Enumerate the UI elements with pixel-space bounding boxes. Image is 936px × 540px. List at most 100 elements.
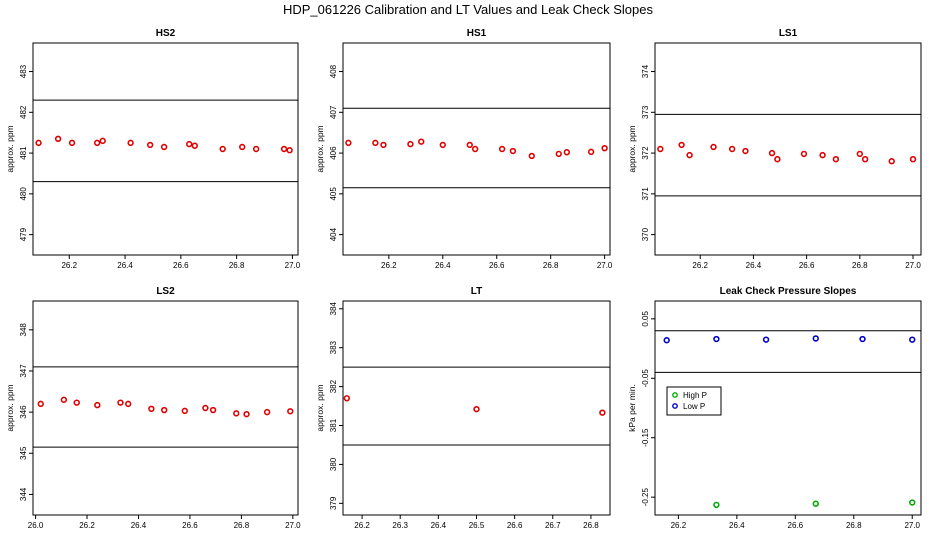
- x-tick-label: 26.4: [746, 261, 762, 270]
- x-tick-label: 26.4: [729, 521, 745, 530]
- x-tick-label: 26.2: [671, 521, 687, 530]
- y-tick-label: 404: [329, 227, 338, 241]
- x-tick-label: 27.0: [285, 261, 301, 270]
- data-point: [888, 158, 895, 165]
- data-point: [509, 147, 517, 155]
- x-tick-label: 26.6: [489, 261, 505, 270]
- data-point: [713, 335, 720, 343]
- y-tick-label: 381: [329, 418, 338, 432]
- data-point: [812, 335, 819, 342]
- data-point: [909, 155, 917, 163]
- data-point: [239, 143, 246, 151]
- y-tick-label: 372: [641, 146, 650, 160]
- data-point: [728, 145, 736, 153]
- y-tick-label: -0.15: [641, 428, 650, 447]
- plot-frame: [342, 300, 611, 516]
- y-axis-label: approx. ppm: [5, 384, 15, 431]
- data-point: [60, 396, 68, 403]
- data-point: [243, 410, 250, 418]
- legend-marker: [672, 392, 678, 398]
- data-point: [800, 150, 808, 158]
- figure-title: HDP_061226 Calibration and LT Values and…: [282, 2, 654, 17]
- data-point: [209, 406, 217, 414]
- y-tick-label: 379: [329, 496, 338, 510]
- data-point: [601, 144, 608, 152]
- x-tick-label: 26.3: [392, 521, 408, 530]
- legend-label: Low P: [683, 402, 705, 411]
- data-point: [812, 500, 819, 507]
- y-tick-label: 371: [641, 187, 650, 201]
- data-point: [832, 155, 840, 163]
- data-point: [856, 150, 864, 158]
- data-point: [471, 145, 479, 153]
- data-point: [713, 501, 720, 509]
- x-tick-label: 26.4: [431, 521, 447, 530]
- data-point: [99, 137, 106, 145]
- data-point: [181, 407, 188, 415]
- x-tick-label: 26.5: [469, 521, 485, 530]
- data-point: [252, 145, 260, 153]
- data-point: [498, 145, 506, 153]
- data-point: [774, 155, 781, 163]
- data-point: [186, 140, 193, 148]
- data-point: [73, 399, 80, 406]
- x-tick-label: 27.0: [905, 261, 921, 270]
- x-tick-label: 26.2: [692, 261, 708, 270]
- data-point: [37, 400, 44, 408]
- y-axis-label: approx. ppm: [315, 384, 325, 431]
- x-tick-label: 26.2: [79, 521, 95, 530]
- data-point: [219, 145, 226, 153]
- data-point: [280, 145, 288, 153]
- data-point: [68, 139, 76, 147]
- x-tick-label: 26.8: [846, 521, 862, 530]
- plot-frame: [32, 42, 299, 256]
- x-tick-label: 26.8: [543, 261, 559, 270]
- x-tick-label: 26.4: [117, 261, 133, 270]
- data-point: [287, 408, 294, 415]
- y-tick-label: 407: [329, 105, 338, 119]
- legend-marker: [672, 403, 678, 409]
- y-tick-label: 347: [19, 364, 28, 378]
- x-tick-label: 26.8: [229, 261, 245, 270]
- x-tick-label: 26.4: [131, 521, 147, 530]
- y-tick-label: 370: [641, 227, 650, 241]
- y-tick-label: 479: [19, 227, 28, 241]
- y-tick-label: 0.05: [641, 311, 650, 327]
- data-point: [127, 139, 134, 147]
- data-point: [909, 499, 916, 506]
- y-tick-label: 345: [19, 446, 28, 460]
- data-point: [563, 149, 571, 156]
- y-axis-label: kPa per min.: [627, 384, 637, 432]
- x-tick-label: 26.6: [799, 261, 815, 270]
- plot-title: LS2: [156, 286, 175, 297]
- data-point: [161, 406, 168, 414]
- plot-title: HS1: [467, 28, 487, 39]
- y-tick-label: 382: [329, 379, 338, 393]
- data-point: [555, 150, 562, 158]
- data-point: [466, 141, 473, 149]
- data-point: [35, 139, 42, 147]
- data-point: [160, 143, 168, 151]
- data-point: [686, 151, 693, 159]
- data-point: [380, 141, 387, 149]
- data-point: [859, 335, 866, 343]
- y-tick-label: 374: [641, 64, 650, 78]
- data-point: [439, 141, 446, 149]
- x-tick-label: 26.4: [435, 261, 451, 270]
- y-tick-label: 344: [19, 487, 28, 501]
- data-point: [345, 139, 352, 147]
- plot-title: LT: [471, 286, 482, 297]
- data-point: [407, 140, 414, 148]
- x-tick-label: 26.8: [852, 261, 868, 270]
- x-tick-label: 26.2: [381, 261, 397, 270]
- data-point: [54, 135, 62, 143]
- data-point: [861, 155, 869, 163]
- y-tick-label: 384: [329, 302, 338, 316]
- legend-label: High P: [683, 391, 707, 400]
- data-point: [93, 139, 101, 147]
- data-point: [343, 395, 351, 402]
